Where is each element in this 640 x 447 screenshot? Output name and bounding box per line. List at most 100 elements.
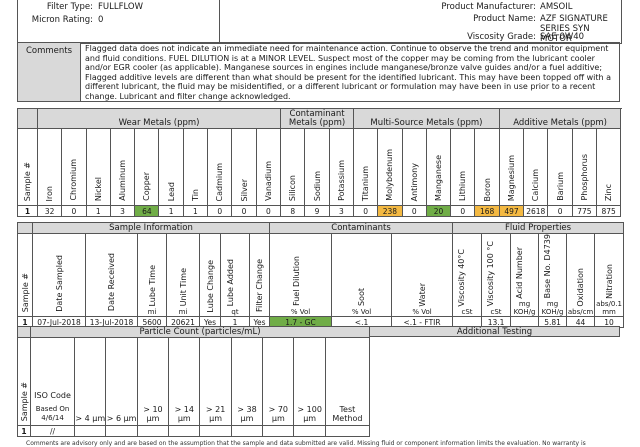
- group-fluid-properties: Fluid Properties: [452, 222, 625, 234]
- iso-basis: Based On 4/6/14: [35, 405, 70, 422]
- col-vanadium: Vanadium: [263, 161, 273, 201]
- val-silicon: 8: [280, 205, 306, 217]
- sample-info-header-row: Sample # Date Sampled Date Received Lube…: [17, 232, 625, 318]
- sample-info-table: Sample Information Contaminants Fluid Pr…: [17, 222, 625, 329]
- filter-type-label: Filter Type:: [46, 2, 93, 12]
- col-barium: Barium: [555, 172, 565, 201]
- group-additive-metals: Additive Metals (ppm): [498, 108, 622, 129]
- col-viscosity-100: Viscosity 100 °C: [486, 241, 496, 307]
- col-unit-time: Unit Time: [178, 267, 188, 307]
- col-gt-38um: > 38 µm: [230, 337, 264, 426]
- col-gt-21um: > 21 µm: [199, 337, 232, 426]
- particle-count-table: Particle Count (particles/mL) Sample # I…: [16, 326, 371, 437]
- sample-number-header: Sample #: [23, 161, 32, 201]
- col-date-received: Date Received: [107, 253, 116, 312]
- col-gt-14um: > 14 µm: [168, 337, 201, 426]
- particle-header-row: Sample # ISO Code Based On 4/6/14 > 4 µm…: [16, 337, 371, 426]
- unit-nitration: abs/0.1 mm: [596, 300, 622, 317]
- col-lube-time: Lube Time: [147, 264, 157, 307]
- additional-testing-header: Additional Testing: [370, 326, 620, 337]
- val-gt-100um: [293, 425, 326, 437]
- metals-header-row: Sample # Iron Chromium Nickel Aluminum C…: [17, 128, 622, 206]
- col-silver: Silver: [239, 178, 249, 201]
- val-copper-flagged: 64: [134, 205, 160, 217]
- col-oxidation: Oxidation: [576, 267, 586, 307]
- col-gt-6um: > 6 µm: [105, 337, 138, 426]
- col-calcium: Calcium: [531, 168, 541, 201]
- particle-data-row: 1 //: [16, 425, 371, 437]
- unit-oxidation: abs/cm: [567, 308, 594, 317]
- val-potassium: 3: [328, 205, 354, 217]
- particle-corner: [16, 326, 32, 338]
- val-silver: 0: [231, 205, 257, 217]
- val-cadmium: 0: [207, 205, 233, 217]
- micron-rating-value: 0: [98, 15, 104, 25]
- val-zinc: 875: [596, 205, 622, 217]
- metals-corner: [17, 108, 38, 129]
- col-boron: Boron: [482, 177, 492, 201]
- col-molybdenum: Molybdenum: [385, 149, 395, 201]
- val-titanium: 0: [352, 205, 379, 217]
- val-barium: 0: [547, 205, 573, 217]
- unit-viscosity-100: cSt: [490, 308, 502, 317]
- col-viscosity-40: Viscosity 40°C: [457, 248, 467, 307]
- unit-base-number: mg KOH/g: [541, 300, 564, 317]
- val-sodium: 9: [304, 205, 330, 217]
- col-titanium: Titanium: [361, 165, 371, 201]
- col-sodium: Sodium: [312, 170, 322, 201]
- unit-unit-time: mi: [178, 308, 188, 317]
- iso-code-header: ISO Code: [34, 391, 71, 400]
- col-filter-change: Filter Change: [255, 259, 264, 313]
- product-name-line2: SERIES SYN MOTOR: [540, 24, 590, 44]
- val-molybdenum-flagged: 238: [377, 205, 403, 217]
- val-gt-38um: [230, 425, 264, 437]
- col-gt-70um: > 70 µm: [262, 337, 295, 426]
- group-contaminants: Contaminants: [269, 222, 454, 234]
- product-name-line1: AZF SIGNATURE: [540, 14, 608, 24]
- sample-number-header: Sample #: [20, 273, 30, 313]
- unit-viscosity-40: cSt: [461, 308, 473, 317]
- col-lithium: Lithium: [458, 171, 468, 201]
- unit-water: % Vol: [412, 308, 432, 317]
- col-manganese: Manganese: [434, 155, 444, 201]
- col-water: Water: [417, 282, 427, 307]
- col-cadmium: Cadmium: [215, 162, 225, 201]
- val-tin: 1: [182, 205, 209, 217]
- metals-data-row: 1 32 0 1 3 64 1 1 0 0 0 8 9 3 0 238 0 20…: [17, 205, 622, 217]
- val-gt-14um: [168, 425, 201, 437]
- col-silicon: Silicon: [288, 174, 298, 201]
- col-acid-number: Acid Number: [514, 246, 524, 299]
- manufacturer-label: Product Manufacturer:: [441, 2, 536, 12]
- sample-number: 1: [16, 425, 32, 437]
- viscosity-grade-value: SAE 0W40: [540, 32, 585, 42]
- col-fuel-dilution: Fuel Dilution: [291, 256, 301, 307]
- col-copper: Copper: [142, 172, 152, 201]
- footer-disclaimer: Comments are advisory only and are based…: [26, 440, 586, 447]
- unit-info-box: Filter Type: FULLFLOW Micron Rating: 0 P…: [17, 0, 622, 44]
- col-phosphorus: Phosphorus: [579, 154, 589, 201]
- group-sample-information: Sample Information: [31, 222, 271, 234]
- col-lube-added: Lube Added: [226, 258, 235, 307]
- val-calcium: 2618: [523, 205, 549, 217]
- col-aluminum: Aluminum: [118, 160, 128, 201]
- sample-number: 1: [17, 205, 38, 217]
- col-antimony: Antimony: [409, 162, 419, 201]
- val-antimony: 0: [401, 205, 427, 217]
- val-magnesium-flagged: 497: [498, 205, 525, 217]
- val-phosphorus: 775: [571, 205, 598, 217]
- val-lead: 1: [158, 205, 184, 217]
- val-lithium: 0: [450, 205, 476, 217]
- col-soot: Soot: [357, 288, 367, 307]
- group-particle-count: Particle Count (particles/mL): [30, 326, 370, 338]
- col-base-number: Base No. D4739: [542, 234, 552, 299]
- val-nickel: 1: [85, 205, 111, 217]
- comments-text: Flagged data does not indicate an immedi…: [85, 44, 612, 101]
- comments-section: Comments Flagged data does not indicate …: [17, 42, 620, 102]
- unit-soot: % Vol: [351, 308, 372, 317]
- col-zinc: Zinc: [604, 183, 614, 201]
- col-gt-10um: > 10 µm: [136, 337, 170, 426]
- metals-table: Wear Metals (ppm) Contaminant Metals (pp…: [17, 108, 622, 217]
- val-gt-21um: [199, 425, 232, 437]
- val-test-method: [324, 425, 371, 437]
- product-name-label: Product Name:: [473, 14, 536, 24]
